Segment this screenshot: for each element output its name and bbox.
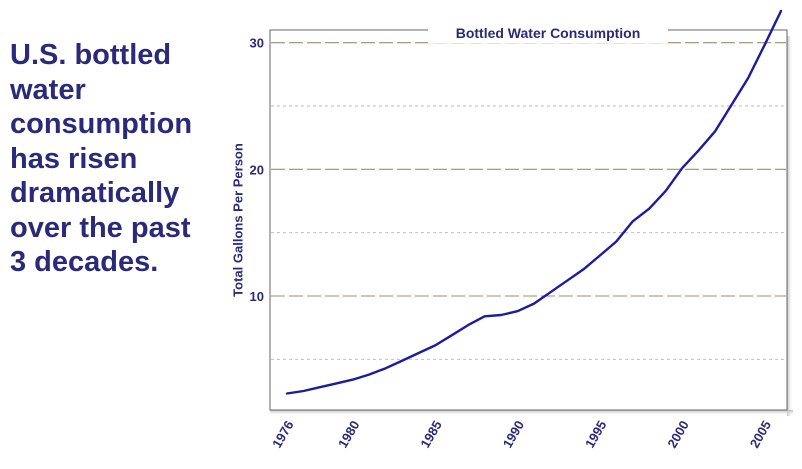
x-tick-label: 1995 bbox=[582, 418, 609, 451]
y-tick-labels: 10 20 30 bbox=[250, 36, 264, 304]
plot-area bbox=[269, 29, 788, 411]
y-tick-label: 20 bbox=[250, 162, 264, 177]
plot-shadow-bottom bbox=[270, 410, 793, 416]
x-tick-label: 1980 bbox=[335, 418, 362, 451]
headline-text: U.S. bottled water consumption has risen… bbox=[10, 39, 193, 278]
x-tick-label: 1976 bbox=[269, 418, 296, 451]
x-tick-labels: 1976 1980 1985 1990 1995 2000 2005 bbox=[269, 418, 774, 451]
chart-title: Bottled Water Consumption bbox=[456, 25, 641, 41]
x-tick-label: 1990 bbox=[500, 418, 527, 451]
plot-shadow-right bbox=[787, 36, 793, 416]
chart-title-box bbox=[428, 22, 668, 43]
y-tick-label: 10 bbox=[250, 289, 264, 304]
series-line bbox=[285, 9, 783, 395]
y-tick-label: 30 bbox=[250, 36, 264, 51]
x-tick-label: 1985 bbox=[417, 418, 444, 451]
x-tick-label: 2000 bbox=[664, 418, 691, 451]
x-tick-label: 2005 bbox=[747, 418, 774, 451]
series-group bbox=[285, 9, 783, 395]
